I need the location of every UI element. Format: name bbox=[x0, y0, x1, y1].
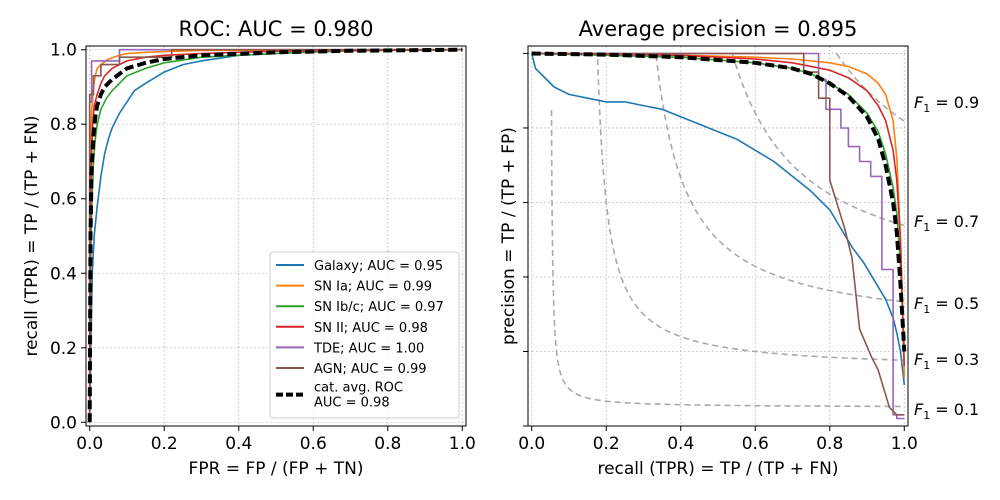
y-tick-label: 0.2 bbox=[50, 339, 77, 359]
legend-label: SN II; AUC = 0.98 bbox=[314, 321, 428, 336]
precision-recall-panel: 0.0 0.2 0.4 0.6 0.8 1.0 Average precision = 0.… bbox=[499, 17, 979, 479]
x-tick-label: 0.0 bbox=[518, 434, 545, 454]
x-tick-label: 0.8 bbox=[816, 434, 843, 454]
series-line bbox=[88, 48, 463, 423]
f1-label: F1 = 0.3 bbox=[914, 350, 979, 372]
f1-contour bbox=[731, 53, 905, 227]
f1-label: F1 = 0.1 bbox=[914, 400, 979, 422]
axes-frame bbox=[527, 45, 909, 427]
y-axis-label: precision = TP / (TP + FP) bbox=[499, 127, 519, 345]
series-line bbox=[88, 48, 463, 423]
series-line bbox=[530, 53, 906, 386]
f1-contour bbox=[550, 109, 905, 408]
plot-area bbox=[87, 47, 463, 423]
legend-label: SN Ia; AUC = 0.99 bbox=[314, 280, 432, 295]
y-tick-label: 0.0 bbox=[50, 413, 77, 433]
x-tick-label: 1.0 bbox=[449, 434, 476, 454]
x-tick-label: 1.0 bbox=[891, 434, 918, 454]
x-tick-label: 0.2 bbox=[593, 434, 620, 454]
x-tick-label: 0.6 bbox=[742, 434, 769, 454]
legend-label: TDE; AUC = 1.00 bbox=[313, 341, 424, 356]
legend-label: Galaxy; AUC = 0.95 bbox=[314, 259, 443, 274]
y-tick-label: 0.4 bbox=[50, 264, 77, 284]
x-axis-label: FPR = FP / (FP + TN) bbox=[189, 459, 364, 479]
legend-label: AUC = 0.98 bbox=[314, 396, 390, 411]
average-line bbox=[87, 47, 463, 423]
y-tick-label: 0.6 bbox=[50, 190, 77, 210]
y-tick-label: 0.8 bbox=[50, 115, 77, 135]
y-tick-label: 1.0 bbox=[50, 41, 77, 61]
chart-title: ROC: AUC = 0.980 bbox=[179, 17, 374, 41]
x-tick-label: 0.0 bbox=[76, 434, 103, 454]
series-line bbox=[531, 52, 906, 367]
axes-frame bbox=[85, 45, 467, 427]
legend-label: SN Ib/c; AUC = 0.97 bbox=[314, 300, 444, 315]
f1-label: F1 = 0.9 bbox=[914, 93, 979, 115]
x-axis-label: recall (TPR) = TP / (TP + FN) bbox=[597, 459, 838, 479]
legend-box bbox=[269, 251, 460, 419]
f1-label: F1 = 0.5 bbox=[914, 294, 979, 316]
plot-area bbox=[530, 51, 907, 420]
x-tick-label: 0.4 bbox=[225, 434, 252, 454]
f1-contour bbox=[835, 53, 905, 122]
roc-panel: 0.0 0.2 0.4 0.6 0.8 1.0 0.0 0.2 0.4 0.6 0.8 1.0 ROC:… bbox=[22, 17, 476, 479]
f1-contour bbox=[655, 55, 905, 303]
average-line bbox=[531, 51, 907, 352]
x-tick-label: 0.2 bbox=[151, 434, 178, 454]
series-line bbox=[88, 48, 463, 423]
y-axis-label: recall (TPR) = TP / (TP + FN) bbox=[22, 115, 42, 356]
legend: Galaxy; AUC = 0.95 SN Ia; AUC = 0.99 SN Ib… bbox=[269, 251, 460, 419]
series-line bbox=[531, 52, 905, 420]
f1-label: F1 = 0.7 bbox=[914, 212, 979, 234]
x-tick-label: 0.6 bbox=[300, 434, 327, 454]
legend-label: AGN; AUC = 0.99 bbox=[314, 362, 427, 377]
legend-label: cat. avg. ROC bbox=[314, 381, 403, 396]
x-tick-label: 0.4 bbox=[667, 434, 694, 454]
f1-contour bbox=[596, 59, 905, 362]
x-tick-label: 0.8 bbox=[374, 434, 401, 454]
chart-title: Average precision = 0.895 bbox=[579, 17, 858, 41]
